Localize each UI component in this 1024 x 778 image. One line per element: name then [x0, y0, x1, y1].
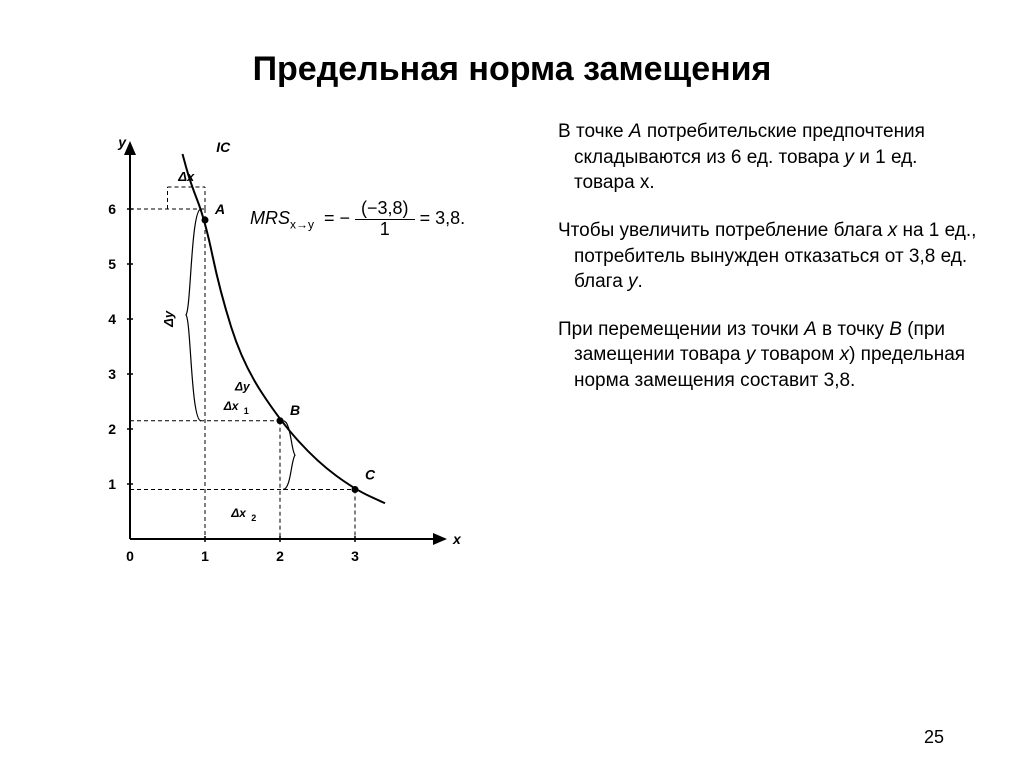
paragraph-3: При перемещении из точки А в точку В (пр… [540, 317, 980, 394]
svg-text:2: 2 [108, 421, 116, 437]
page-title: Предельная норма замещения [0, 0, 1024, 119]
svg-text:Δx: Δx [177, 169, 195, 184]
p3-text-b: А [804, 319, 817, 340]
svg-text:IC: IC [216, 139, 231, 155]
p1-text-b: А [629, 121, 642, 142]
p3-text-f: у [746, 344, 756, 365]
svg-text:1: 1 [201, 548, 209, 564]
svg-text:3: 3 [108, 366, 116, 382]
svg-text:B: B [290, 402, 300, 418]
svg-text:y: y [117, 134, 127, 150]
p1-text-a: В точке [558, 121, 629, 142]
svg-text:C: C [365, 467, 376, 483]
mrs-formula: MRSx→y = − (−3,8) 1 = 3,8. [250, 199, 465, 240]
right-panel: В точке А потребительские предпочтения с… [540, 119, 980, 599]
chart-container: 0 1 2 3 1 2 3 4 5 6 x y IC Δx Δy Δy Δx 1 Δx 2 A B C MRSx→y = −… [70, 119, 470, 599]
p1-text-d: у [844, 147, 854, 168]
p2-text-a: Чтобы увеличить потребление блага [558, 220, 888, 241]
left-panel: 0 1 2 3 1 2 3 4 5 6 x y IC Δx Δy Δy Δx 1 Δx 2 A B C MRSx→y = −… [40, 119, 540, 599]
svg-text:Δx: Δx [223, 399, 240, 413]
p2-text-e: . [638, 271, 643, 292]
p2-text-d: у [628, 271, 638, 292]
p3-text-g: товаром [755, 344, 839, 365]
p3-text-d: В [889, 319, 902, 340]
p3-text-c: в точку [817, 319, 890, 340]
svg-text:Δy: Δy [234, 380, 251, 394]
svg-text:4: 4 [108, 311, 116, 327]
formula-fraction: (−3,8) 1 [355, 199, 415, 240]
formula-num: (−3,8) [355, 199, 415, 220]
content-row: 0 1 2 3 1 2 3 4 5 6 x y IC Δx Δy Δy Δx 1 Δx 2 A B C MRSx→y = −… [0, 119, 1024, 599]
paragraph-1: В точке А потребительские предпочтения с… [540, 119, 980, 196]
svg-text:6: 6 [108, 201, 116, 217]
svg-text:2: 2 [251, 513, 256, 523]
indifference-curve-chart: 0 1 2 3 1 2 3 4 5 6 x y IC Δx Δy Δy Δx 1 Δx 2 A B C [70, 119, 470, 599]
p3-text-a: При перемещении из точки [558, 319, 804, 340]
formula-lhs: MRS [250, 208, 290, 228]
svg-text:Δy: Δy [161, 310, 176, 328]
svg-text:3: 3 [351, 548, 359, 564]
formula-sub: x→y [290, 218, 314, 232]
formula-result: 3,8. [435, 208, 465, 228]
svg-text:1: 1 [244, 406, 249, 416]
svg-text:1: 1 [108, 476, 116, 492]
formula-den: 1 [355, 220, 415, 240]
svg-text:Δx: Δx [230, 506, 247, 520]
svg-text:2: 2 [276, 548, 284, 564]
paragraph-2: Чтобы увеличить потребление блага х на 1… [540, 218, 980, 295]
svg-text:5: 5 [108, 256, 116, 272]
p2-text-b: х [888, 220, 898, 241]
p3-text-h: х [840, 344, 850, 365]
page-number: 25 [924, 727, 944, 748]
svg-text:0: 0 [126, 548, 134, 564]
svg-text:x: x [452, 531, 462, 547]
svg-text:A: A [214, 201, 225, 217]
